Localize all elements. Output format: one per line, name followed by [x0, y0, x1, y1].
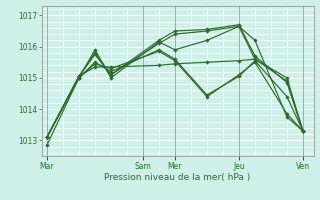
- X-axis label: Pression niveau de la mer( hPa ): Pression niveau de la mer( hPa ): [104, 173, 251, 182]
